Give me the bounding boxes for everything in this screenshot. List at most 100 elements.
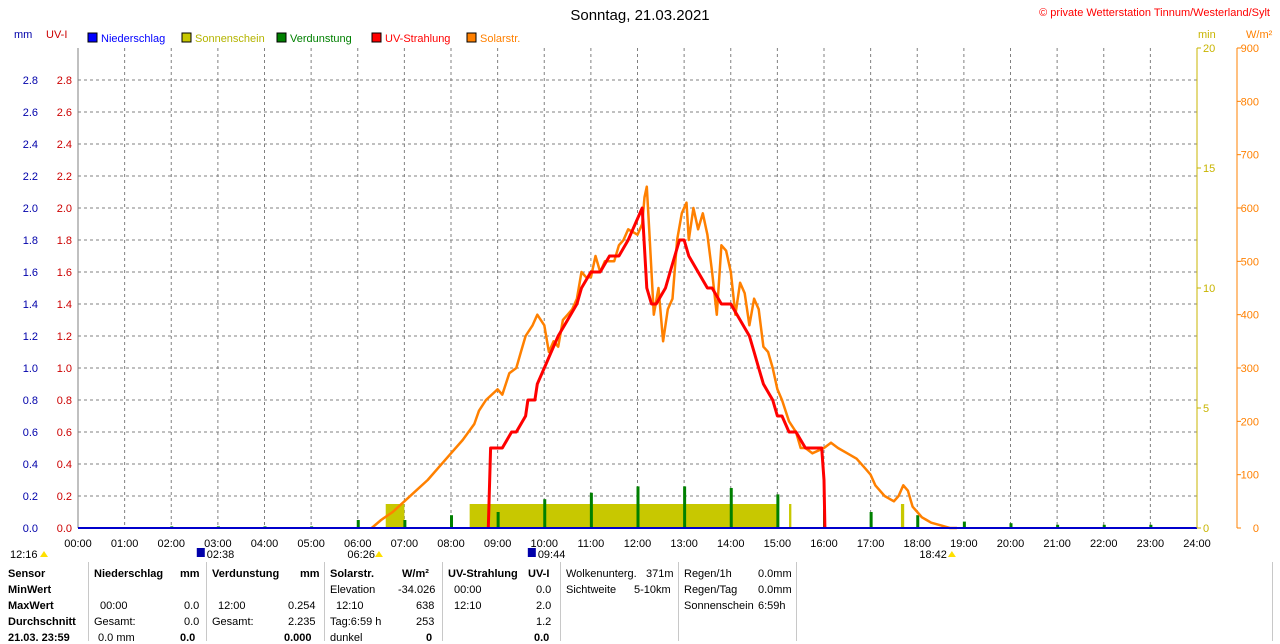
evaporation-bar — [356, 520, 360, 528]
y-tick-label-uvi: 0.2 — [57, 491, 72, 503]
evaporation-bar — [589, 492, 593, 528]
x-tick-label: 03:00 — [204, 538, 232, 550]
y-tick-label-uvi: 2.2 — [57, 171, 72, 183]
y-tick-label-min: 10 — [1203, 283, 1215, 295]
visibility-val: 5-10km — [634, 584, 671, 596]
copyright-text: © private Wetterstation Tinnum/Westerlan… — [1039, 7, 1270, 19]
x-tick-label: 08:00 — [437, 538, 465, 550]
series-line-uv — [486, 206, 827, 529]
y-tick-label-mm: 2.6 — [23, 107, 38, 119]
evaporation-bar — [916, 515, 920, 528]
y-tick-label-wm2: 400 — [1241, 310, 1259, 322]
legend-label: Niederschlag — [101, 33, 165, 45]
row-label-min: MinWert — [8, 584, 52, 596]
verdunstung-gesamt-label: Gesamt: — [212, 616, 254, 628]
sunshine-bar — [469, 504, 778, 528]
table-divider — [324, 562, 325, 641]
uv-unit: UV-I — [528, 568, 550, 580]
y-tick-label-wm2: 100 — [1241, 470, 1259, 482]
y-tick-label-wm2: 300 — [1241, 363, 1259, 375]
evaporation-bar — [869, 512, 873, 528]
y-tick-label-wm2: 200 — [1241, 416, 1259, 428]
y-tick-label-mm: 1.8 — [23, 235, 38, 247]
y-tick-label-mm: 2.2 — [23, 171, 38, 183]
solar-dunkel-label: dunkel — [330, 632, 363, 644]
verdunstung-unit: mm — [300, 568, 320, 580]
legend-label: Sonnenschein — [195, 33, 265, 45]
sunset-time: 18:42 — [919, 549, 947, 561]
row-label-max: MaxWert — [8, 600, 54, 612]
y-tick-label-wm2: 600 — [1241, 203, 1259, 215]
x-tick-label: 17:00 — [857, 538, 885, 550]
x-tick-label: 14:00 — [717, 538, 745, 550]
chart-legend: Niederschlag Sonnenschein Verdunstung UV-St… — [87, 32, 520, 45]
x-tick-label: 23:00 — [1137, 538, 1165, 550]
y-tick-label-uvi: 1.8 — [57, 235, 72, 247]
x-tick-label: 13:00 — [670, 538, 698, 550]
y-tick-label-uvi: 1.6 — [57, 267, 72, 279]
solar-max-time: 12:10 — [336, 600, 364, 612]
legend-label: UV-Strahlung — [385, 33, 450, 45]
x-tick-label: 00:00 — [64, 538, 92, 550]
uv-min-val: 0.0 — [536, 584, 552, 596]
solar-tag-val: 253 — [416, 616, 435, 628]
uv-last-val: 0.0 — [534, 632, 550, 644]
table-divider — [442, 562, 443, 641]
x-tick-label: 21:00 — [1043, 538, 1071, 550]
uv-max-val: 2.0 — [536, 600, 552, 612]
row-label-sensor: Sensor — [8, 568, 46, 580]
evaporation-bar — [450, 515, 453, 528]
evaporation-bar — [1102, 524, 1106, 528]
x-tick-label: 11:00 — [578, 538, 605, 550]
solar-unit: W/m² — [402, 568, 429, 580]
moonset-icon — [196, 548, 205, 557]
legend-swatch — [87, 32, 98, 43]
y-tick-label-mm: 2.0 — [23, 203, 38, 215]
y-tick-label-mm: 0.6 — [23, 427, 38, 439]
table-divider — [560, 562, 561, 641]
solar-dunkel-val: 0 — [426, 632, 433, 644]
y-tick-label-mm: 0.0 — [23, 523, 38, 535]
y-tick-label-wm2: 500 — [1241, 256, 1259, 268]
evaporation-bar — [1056, 524, 1060, 528]
y-tick-label-wm2: 800 — [1241, 96, 1259, 108]
legend-swatch — [371, 32, 382, 43]
niederschlag-unit: mm — [180, 568, 200, 580]
solar-max-val: 638 — [416, 600, 435, 612]
left-unit-mm: mm — [14, 29, 32, 41]
y-tick-label-mm: 1.6 — [23, 267, 38, 279]
x-tick-label: 15:00 — [764, 538, 792, 550]
moonrise-time: 09:44 — [538, 549, 566, 561]
y-tick-label-uvi: 2.0 — [57, 203, 72, 215]
x-tick-label: 09:00 — [484, 538, 512, 550]
sunshine-bar — [789, 504, 792, 528]
table-divider — [1272, 562, 1273, 641]
solar-elev-val: -34.026 — [398, 584, 436, 596]
x-tick-label: 04:00 — [251, 538, 279, 550]
sunshine-bar — [900, 504, 905, 528]
sunshine-bars — [385, 504, 905, 528]
y-tick-label-uvi: 0.4 — [57, 459, 72, 471]
x-tick-label: 07:00 — [391, 538, 419, 550]
weather-chart: Sonntag, 21.03.2021 © private Wetterstat… — [10, 7, 1273, 561]
sunrise-time: 06:26 — [347, 549, 375, 561]
sunshine-val: 6:59h — [758, 600, 786, 612]
verdunstung-gesamt-val: 2.235 — [288, 616, 316, 628]
verdunstung-max-time: 12:00 — [218, 600, 246, 612]
visibility-label: Sichtweite — [566, 584, 617, 596]
chart-grid — [78, 48, 1197, 528]
niederschlag-gesamt-val: 0.0 — [184, 616, 200, 628]
evaporation-bar — [1009, 523, 1013, 528]
legend-swatch — [276, 32, 287, 43]
series-line-solar — [370, 185, 957, 530]
solar-elev-label: Elevation — [330, 584, 376, 596]
verdunstung-last-bold: 0.000 — [284, 632, 312, 644]
x-tick-label: 16:00 — [810, 538, 838, 550]
niederschlag-max-time: 00:00 — [100, 600, 128, 612]
x-tick-label: 19:00 — [950, 538, 978, 550]
y-tick-label-uvi: 0.6 — [57, 427, 72, 439]
niederschlag-header: Niederschlag — [94, 568, 164, 580]
astro-markers: 12:16 02:38 06:26 09:44 18:42 — [10, 548, 956, 561]
sunset-icon — [947, 551, 956, 557]
solar-tag-label: Tag:6:59 h — [330, 616, 382, 628]
